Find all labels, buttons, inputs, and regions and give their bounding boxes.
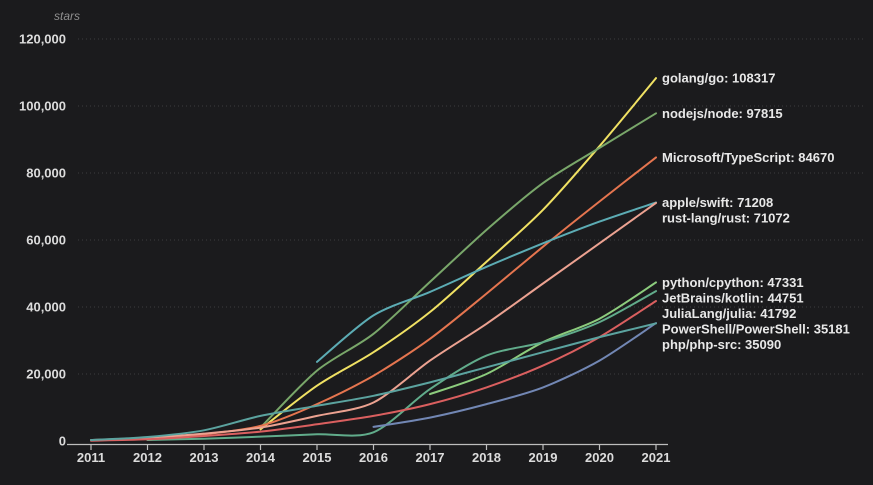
x-tick-label-2011: 2011 bbox=[77, 450, 105, 465]
y-tick-label-80000: 80,000 bbox=[26, 166, 66, 181]
series-label-apple-swift: apple/swift: 71208 bbox=[662, 195, 773, 210]
series-label-php-php-src: php/php-src: 35090 bbox=[662, 337, 781, 352]
y-tick-label-60000: 60,000 bbox=[26, 233, 66, 248]
series-line-powershell-powershell bbox=[372, 322, 657, 428]
x-tick-label-2012: 2012 bbox=[133, 450, 162, 465]
series-label-rust-lang-rust: rust-lang/rust: 71072 bbox=[662, 210, 790, 225]
y-tick-label-120000: 120,000 bbox=[19, 32, 66, 47]
series-label-julialang-julia: JuliaLang/julia: 41792 bbox=[662, 306, 796, 321]
series-label-microsoft-typescript: Microsoft/TypeScript: 84670 bbox=[662, 150, 834, 165]
series-line-microsoft-typescript bbox=[146, 156, 657, 441]
x-tick-label-2017: 2017 bbox=[416, 450, 445, 465]
series-line-apple-swift bbox=[316, 201, 657, 363]
x-tick-label-2015: 2015 bbox=[303, 450, 332, 465]
series-line-rust-lang-rust bbox=[90, 201, 657, 441]
series-line-php-php-src bbox=[90, 322, 657, 441]
series-line-julialang-julia bbox=[90, 300, 657, 442]
x-tick-label-2020: 2020 bbox=[585, 450, 614, 465]
x-tick-label-2016: 2016 bbox=[359, 450, 388, 465]
y-axis-title: stars bbox=[54, 9, 80, 23]
series-label-python-cpython: python/cpython: 47331 bbox=[662, 275, 804, 290]
x-tick-label-2014: 2014 bbox=[246, 450, 276, 465]
series-label-jetbrains-kotlin: JetBrains/kotlin: 44751 bbox=[662, 290, 804, 305]
x-tick-label-2021: 2021 bbox=[642, 450, 671, 465]
y-tick-label-40000: 40,000 bbox=[26, 300, 66, 315]
series-line-jetbrains-kotlin bbox=[146, 290, 657, 441]
series-line-nodejs-node bbox=[259, 112, 657, 429]
series-label-powershell-powershell: PowerShell/PowerShell: 35181 bbox=[662, 321, 850, 336]
y-tick-label-20000: 20,000 bbox=[26, 367, 66, 382]
x-tick-label-2013: 2013 bbox=[190, 450, 219, 465]
x-tick-label-2018: 2018 bbox=[472, 450, 501, 465]
series-line-golang-go bbox=[259, 77, 657, 431]
series-label-nodejs-node: nodejs/node: 97815 bbox=[662, 106, 783, 121]
y-tick-label-0: 0 bbox=[59, 434, 66, 449]
y-tick-label-100000: 100,000 bbox=[19, 99, 66, 114]
x-tick-label-2019: 2019 bbox=[529, 450, 558, 465]
series-label-golang-go: golang/go: 108317 bbox=[662, 71, 775, 86]
